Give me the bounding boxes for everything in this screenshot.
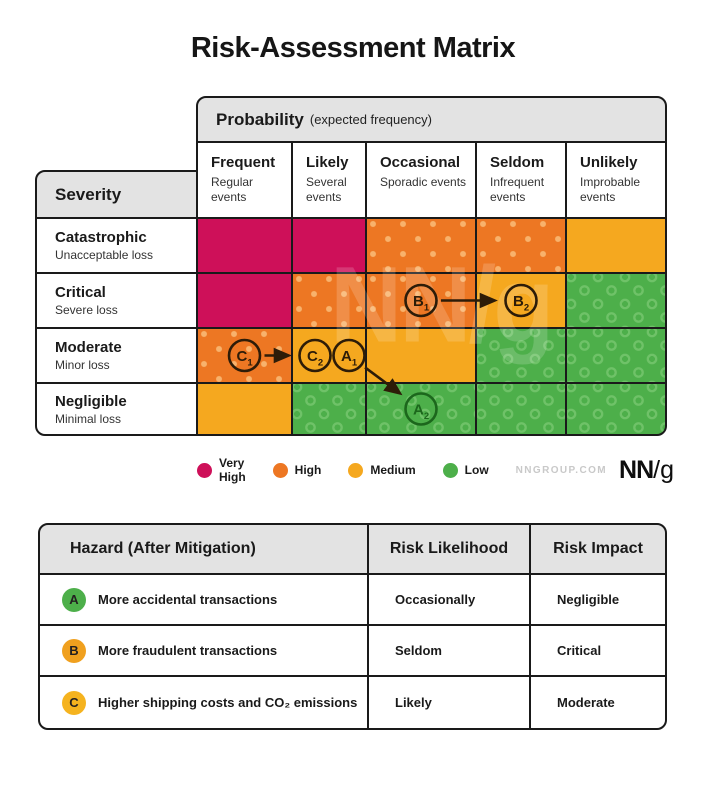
legend-color-dot (197, 462, 212, 478)
row-header-critical: Critical Severe loss (37, 274, 196, 327)
matrix-cell-very-high (198, 219, 291, 272)
row-label: Negligible (55, 392, 127, 410)
row-header-negligible: Negligible Minimal loss (37, 384, 196, 434)
matrix-cell-high (198, 329, 291, 382)
legend-item-high: High (272, 462, 322, 478)
likelihood-cell-C: Likely (369, 677, 529, 728)
hazard-cell-C: C Higher shipping costs and CO₂ emissions (40, 677, 367, 728)
hazard-cell-A: A More accidental transactions (40, 575, 367, 624)
matrix-cell-high (367, 274, 475, 327)
hazard-text: Higher shipping costs and CO₂ emissions (98, 695, 358, 710)
matrix-cell-medium (567, 219, 665, 272)
legend-label: Low (464, 463, 489, 477)
row-sublabel: Severe loss (55, 303, 118, 317)
matrix-cell-high (367, 219, 475, 272)
matrix-cell-medium (198, 384, 291, 434)
impact-value: Critical (557, 643, 602, 658)
column-header-likely: Likely Several events (293, 143, 365, 217)
column-header-frequent: Frequent Regular events (198, 143, 291, 217)
column-label: Frequent (211, 154, 276, 171)
impact-cell-B: Critical (531, 626, 665, 675)
likelihood-column-header: Risk Likelihood (369, 525, 529, 573)
likelihood-cell-A: Occasionally (369, 575, 529, 624)
matrix-cell-high (293, 274, 365, 327)
legend-label: Very High (219, 456, 246, 484)
matrix-cell-low (567, 274, 665, 327)
matrix-cell-very-high (293, 219, 365, 272)
probability-label: Probability (216, 109, 304, 129)
matrix-cell-low (567, 384, 665, 434)
likelihood-value: Seldom (395, 643, 442, 658)
impact-cell-A: Negligible (531, 575, 665, 624)
hazard-text: More fraudulent transactions (98, 643, 278, 658)
matrix-cell-medium (477, 274, 565, 327)
column-label: Occasional (380, 154, 461, 171)
row-sublabel: Unacceptable loss (55, 248, 154, 262)
matrix-cell-low (477, 384, 565, 434)
column-header-occasional: Occasional Sporadic events (367, 143, 475, 217)
matrix-cell-low (567, 329, 665, 382)
impact-column-header: Risk Impact (531, 525, 665, 573)
legend-label: High (294, 463, 322, 477)
matrix-cell-low (293, 384, 365, 434)
legend-item-very-high: Very High (197, 456, 246, 484)
risk-level-legend: Very High High Medium Low NNGROUP.COM NN/g (197, 455, 674, 485)
column-sublabel: Regular events (211, 175, 254, 204)
likelihood-value: Occasionally (395, 592, 476, 607)
hazard-badge-C: C (62, 690, 86, 715)
column-header-unlikely: Unlikely Improbable events (567, 143, 665, 217)
impact-value: Negligible (557, 592, 620, 607)
legend-label: Medium (370, 463, 416, 477)
probability-sublabel: (expected frequency) (309, 112, 432, 127)
column-sublabel: Several events (306, 175, 347, 204)
severity-header: Severity (37, 172, 196, 217)
impact-cell-C: Moderate (531, 677, 665, 728)
likelihood-value: Likely (395, 695, 432, 710)
matrix-cell-very-high (198, 274, 291, 327)
legend-color-dot (272, 462, 288, 478)
matrix-cell-high (477, 219, 565, 272)
column-label: Seldom (490, 154, 545, 171)
row-sublabel: Minor loss (55, 358, 110, 372)
legend-color-dot (442, 462, 458, 478)
matrix-cell-low (367, 384, 475, 434)
hazard-table: Hazard (After Mitigation) Risk Likelihoo… (38, 523, 667, 730)
row-label: Critical (55, 284, 106, 301)
nng-logo: NN/g (619, 455, 674, 484)
matrix-cell-low (477, 329, 565, 382)
matrix-grid: Frequent Regular events Likely Several even… (196, 141, 667, 436)
hazard-text: More accidental transactions (98, 592, 278, 607)
legend-item-low: Low (442, 462, 489, 478)
page-title: Risk-Assessment Matrix (190, 32, 516, 64)
row-header-moderate: Moderate Minor loss (37, 329, 196, 382)
matrix-cell-medium (367, 329, 475, 382)
column-label: Unlikely (580, 154, 638, 171)
row-label: Moderate (55, 339, 122, 356)
likelihood-cell-B: Seldom (369, 626, 529, 675)
matrix-cell-medium (293, 329, 365, 382)
row-sublabel: Minimal loss (55, 411, 122, 426)
site-url: NNGROUP.COM (515, 464, 608, 476)
column-sublabel: Infrequent events (490, 175, 545, 204)
hazard-cell-B: B More fraudulent transactions (40, 626, 367, 675)
hazard-badge-A: A (62, 587, 86, 612)
impact-value: Moderate (557, 695, 615, 710)
hazard-column-header: Hazard (After Mitigation) (40, 525, 367, 573)
column-label: Likely (306, 154, 349, 171)
hazard-badge-B: B (62, 638, 86, 663)
legend-color-dot (348, 462, 364, 478)
row-header-catastrophic: Catastrophic Unacceptable loss (37, 219, 196, 272)
column-header-seldom: Seldom Infrequent events (477, 143, 565, 217)
probability-header: Probability (expected frequency) (196, 96, 667, 143)
column-sublabel: Improbable events (580, 175, 641, 204)
row-label: Catastrophic (55, 229, 147, 246)
column-sublabel: Sporadic events (380, 175, 467, 189)
legend-item-medium: Medium (348, 462, 416, 478)
severity-column: Severity Catastrophic Unacceptable loss Cr… (35, 170, 198, 436)
